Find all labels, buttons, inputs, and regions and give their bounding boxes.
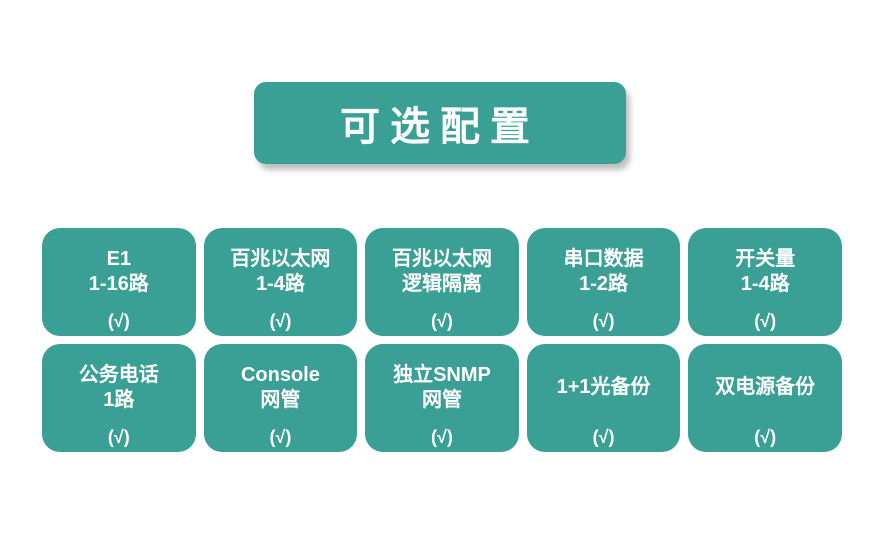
tile: 1+1光备份 (√): [527, 344, 681, 452]
tile-lines: 公务电话 1路: [79, 350, 159, 425]
tile: 公务电话 1路 (√): [42, 344, 196, 452]
tile-grid: E1 1-16路 (√) 百兆以太网 1-4路 (√) 百兆以太网 逻辑隔离 (…: [42, 228, 842, 452]
tile-lines: 开关量 1-4路: [735, 234, 795, 309]
check-icon: (√): [754, 311, 776, 332]
check-icon: (√): [431, 311, 453, 332]
header-title: 可选配置: [340, 94, 540, 152]
tile-line: 网管: [422, 388, 462, 413]
tile-lines: E1 1-16路: [89, 234, 149, 309]
tile-line: 独立SNMP: [393, 363, 491, 388]
tile-line: 串口数据: [564, 247, 644, 272]
check-icon: (√): [269, 311, 291, 332]
tile-line: 1-2路: [579, 272, 628, 297]
tile-line: 1路: [103, 388, 134, 413]
check-icon: (√): [108, 311, 130, 332]
tile-lines: 独立SNMP 网管: [393, 350, 491, 425]
tile-line: 百兆以太网: [392, 247, 492, 272]
check-icon: (√): [593, 427, 615, 448]
tile: 开关量 1-4路 (√): [688, 228, 842, 336]
tile-line: 双电源备份: [715, 375, 815, 400]
tile-line: 公务电话: [79, 363, 159, 388]
header-banner: 可选配置: [254, 82, 626, 164]
tile-line: E1: [107, 247, 131, 272]
tile: 串口数据 1-2路 (√): [527, 228, 681, 336]
tile-lines: 1+1光备份: [557, 350, 651, 425]
tile: 百兆以太网 1-4路 (√): [204, 228, 358, 336]
tile-line: 1-4路: [741, 272, 790, 297]
tile-lines: Console 网管: [241, 350, 320, 425]
tile-lines: 百兆以太网 1-4路: [230, 234, 330, 309]
tile: E1 1-16路 (√): [42, 228, 196, 336]
tile-line: Console: [241, 363, 320, 388]
check-icon: (√): [269, 427, 291, 448]
check-icon: (√): [431, 427, 453, 448]
tile-lines: 百兆以太网 逻辑隔离: [392, 234, 492, 309]
tile: 百兆以太网 逻辑隔离 (√): [365, 228, 519, 336]
check-icon: (√): [593, 311, 615, 332]
tile: Console 网管 (√): [204, 344, 358, 452]
tile: 独立SNMP 网管 (√): [365, 344, 519, 452]
check-icon: (√): [108, 427, 130, 448]
tile-line: 1-16路: [89, 272, 149, 297]
tile-line: 开关量: [735, 247, 795, 272]
tile-lines: 串口数据 1-2路: [564, 234, 644, 309]
tile-line: 网管: [260, 388, 300, 413]
tile-line: 1+1光备份: [557, 375, 651, 400]
tile-line: 百兆以太网: [230, 247, 330, 272]
tile-line: 1-4路: [256, 272, 305, 297]
tile-lines: 双电源备份: [715, 350, 815, 425]
tile: 双电源备份 (√): [688, 344, 842, 452]
check-icon: (√): [754, 427, 776, 448]
tile-line: 逻辑隔离: [402, 272, 482, 297]
